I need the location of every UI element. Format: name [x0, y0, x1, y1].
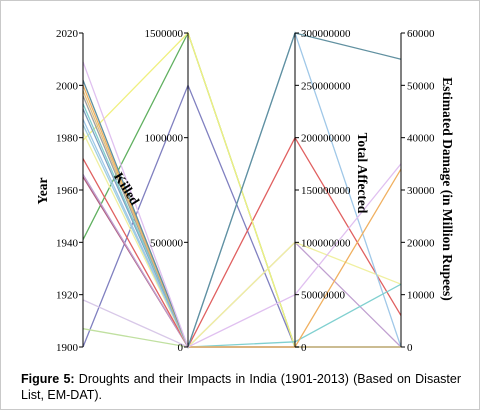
tick-label-estimated-damage-in-million-rupees-0: 0 — [407, 342, 413, 354]
tick-label-killed-0: 0 — [178, 342, 184, 354]
record-line-17 — [82, 32, 402, 349]
tick-label-total-affected-1: 50000000 — [301, 290, 346, 302]
record-line-3 — [82, 299, 401, 348]
tick-label-killed-3: 1500000 — [145, 28, 184, 40]
record-line-7 — [82, 136, 402, 349]
axis-title-estimated-damage-in-million-rupees: Estimated Damage (in Million Rupees) — [440, 77, 455, 301]
tick-label-total-affected-2: 100000000 — [301, 237, 351, 249]
tick-label-total-affected-3: 150000000 — [301, 185, 351, 197]
caption-label: Figure 5: — [21, 372, 75, 386]
tick-label-killed-2: 1000000 — [145, 133, 184, 145]
axis-title-year: Year — [35, 178, 50, 205]
tick-label-estimated-damage-in-million-rupees-4: 40000 — [407, 133, 435, 145]
record-line-16 — [82, 85, 402, 348]
tick-label-year-1: 1920 — [56, 290, 79, 302]
tick-label-year-2: 1940 — [56, 237, 79, 249]
figure-caption: Figure 5: Droughts and their Impacts in … — [21, 371, 461, 403]
caption-text: Droughts and their Impacts in India (190… — [21, 372, 461, 402]
record-line-18 — [82, 61, 402, 348]
tick-label-killed-1: 500000 — [150, 237, 184, 249]
tick-label-estimated-damage-in-million-rupees-5: 50000 — [407, 80, 435, 92]
tick-label-total-affected-0: 0 — [301, 342, 307, 354]
axis-title-killed: Killed — [111, 170, 143, 208]
record-line-9 — [82, 132, 402, 349]
record-line-13 — [82, 103, 402, 348]
tick-label-estimated-damage-in-million-rupees-2: 20000 — [407, 237, 435, 249]
tick-label-estimated-damage-in-million-rupees-3: 30000 — [407, 185, 435, 197]
tick-label-estimated-damage-in-million-rupees-6: 60000 — [407, 28, 435, 40]
parallel-coordinates-chart: 1900192019401960198020002020050000010000… — [35, 28, 455, 354]
chart-axes: 1900192019401960198020002020050000010000… — [35, 28, 455, 354]
tick-label-estimated-damage-in-million-rupees-1: 10000 — [407, 290, 435, 302]
tick-label-total-affected-4: 200000000 — [301, 133, 351, 145]
axis-title-total-affected: Total Affected — [355, 133, 370, 214]
tick-label-year-6: 2020 — [56, 28, 79, 40]
tick-label-year-0: 1900 — [56, 342, 79, 354]
record-lines — [82, 30, 402, 349]
tick-label-year-5: 2000 — [56, 80, 79, 92]
tick-label-year-3: 1960 — [56, 185, 79, 197]
tick-label-total-affected-6: 300000000 — [301, 28, 351, 40]
tick-label-total-affected-5: 250000000 — [301, 80, 351, 92]
tick-label-year-4: 1980 — [56, 133, 79, 145]
